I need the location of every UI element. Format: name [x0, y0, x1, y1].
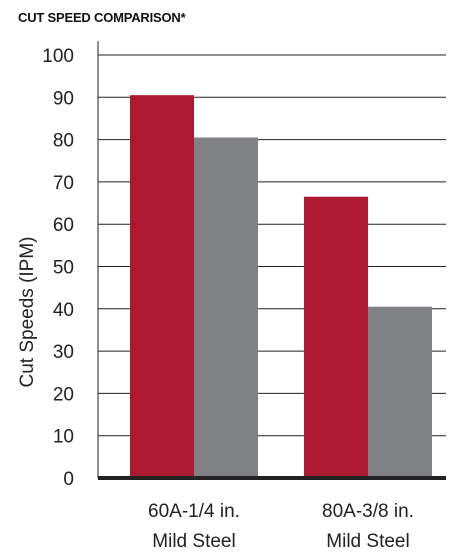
y-tick-label: 30	[53, 342, 74, 363]
y-tick-label: 70	[53, 173, 74, 194]
y-tick-label: 40	[53, 300, 74, 321]
labels: 0 10 20 30 40 50 60 70 80 90 100 60A-1/4 in. Mild St…	[42, 46, 414, 552]
axes	[97, 41, 446, 480]
x-category-label: Mild Steel	[326, 531, 409, 552]
y-tick-label: 10	[53, 427, 74, 448]
y-tick-label: 60	[53, 215, 74, 236]
x-category-label: Mild Steel	[152, 531, 235, 552]
y-tick-label: 50	[53, 258, 74, 279]
y-tick-label: 100	[42, 46, 74, 67]
bar-2-series-1	[304, 196, 368, 478]
x-category-label: 60A-1/4 in.	[148, 501, 240, 522]
bars	[130, 95, 432, 479]
y-tick-label: 90	[53, 88, 74, 109]
bar-1-series-2	[194, 137, 258, 479]
bar-1-series-1	[130, 95, 194, 478]
y-tick-label: 20	[53, 384, 74, 405]
chart-title: CUT SPEED COMPARISON*	[18, 10, 186, 25]
y-axis-title: Cut Speeds (IPM)	[17, 237, 38, 388]
y-tick-label: 0	[63, 469, 74, 490]
bar-2-series-2	[368, 306, 432, 478]
y-tick-label: 80	[53, 131, 74, 152]
x-category-label: 80A-3/8 in.	[322, 501, 414, 522]
